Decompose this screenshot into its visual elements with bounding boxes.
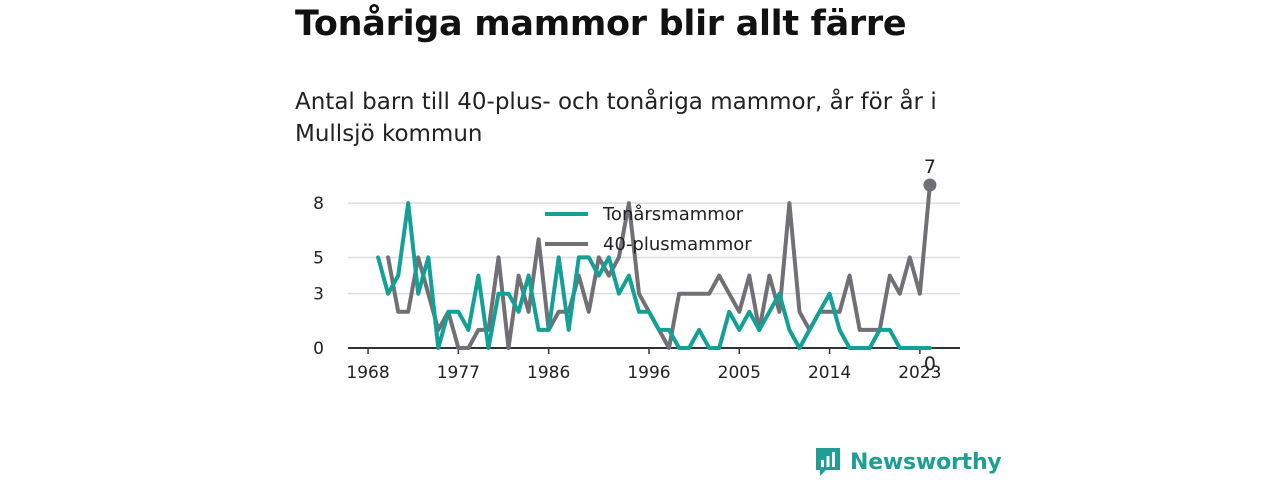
newsworthy-logo-icon (816, 448, 840, 476)
x-tick-label: 2023 (898, 363, 941, 383)
brand-name: Newsworthy (850, 449, 1002, 475)
chart-subtitle: Antal barn till 40-plus- och tonåriga ma… (295, 89, 937, 147)
legend: Tonårsmammor 40-plusmammor (545, 204, 752, 255)
x-axis: 1968 1977 1986 1996 2005 2014 2023 (346, 347, 960, 383)
x-tick-label: 2014 (808, 363, 851, 383)
y-axis: 0 3 5 8 (313, 194, 324, 359)
y-tick-label: 3 (313, 285, 324, 305)
grid-lines (348, 202, 960, 295)
end-value-label: 0 (924, 353, 936, 375)
x-tick-label: 1986 (527, 363, 570, 383)
x-tick-label: 1977 (437, 363, 480, 383)
y-tick-label: 0 (313, 339, 324, 359)
y-tick-label: 8 (313, 194, 324, 214)
brand-logo: Newsworthy (814, 446, 1002, 478)
annotations: 70 (923, 156, 937, 375)
end-point-marker (923, 178, 937, 192)
x-tick-label: 1968 (346, 363, 389, 383)
x-tick-label: 1996 (627, 363, 670, 383)
chart-title: Tonåriga mammor blir allt färre (295, 4, 907, 44)
legend-label: Tonårsmammor (602, 204, 744, 225)
end-value-label: 7 (924, 156, 936, 178)
y-tick-label: 5 (313, 248, 324, 268)
x-tick-label: 2005 (718, 363, 761, 383)
series-line (376, 201, 932, 350)
legend-label: 40-plusmammor (603, 234, 752, 255)
series-lines (376, 183, 932, 350)
